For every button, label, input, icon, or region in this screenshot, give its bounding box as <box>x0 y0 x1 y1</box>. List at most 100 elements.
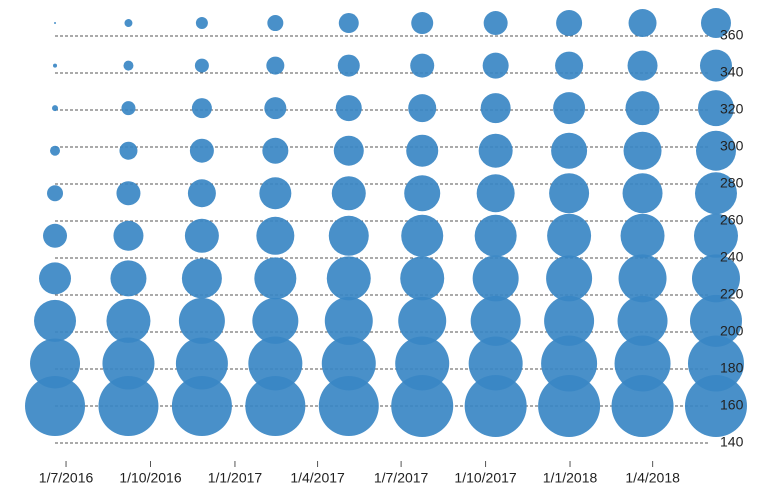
bubble <box>187 179 216 208</box>
bubble <box>335 95 362 122</box>
bubble <box>189 138 214 163</box>
bubble <box>406 134 439 167</box>
bubble <box>622 173 663 214</box>
x-tick-label: 1/7/2017 <box>374 470 429 486</box>
bubble <box>618 254 667 303</box>
bubble <box>470 295 521 346</box>
bubble <box>328 215 369 256</box>
bubble <box>326 256 371 301</box>
bubble <box>113 220 144 251</box>
y-tick-label: 300 <box>720 138 744 154</box>
bubble <box>39 262 72 295</box>
bubble <box>551 132 588 169</box>
bubble <box>262 137 289 164</box>
bubble <box>333 135 364 166</box>
x-tick-label: 1/7/2016 <box>39 470 94 486</box>
bubble <box>98 376 159 436</box>
bubble <box>472 255 519 302</box>
bubble <box>482 52 509 79</box>
bubble <box>547 213 592 258</box>
bubble <box>464 375 527 437</box>
bubble <box>53 63 58 68</box>
bubble <box>171 376 232 436</box>
bubble <box>694 172 737 215</box>
bubble <box>699 49 732 82</box>
bubble <box>178 297 225 344</box>
bubble <box>252 297 299 344</box>
bubble <box>478 133 513 168</box>
x-tick-label: 1/10/2016 <box>119 470 181 486</box>
y-tick-label: 180 <box>720 360 744 376</box>
bubble <box>175 337 228 390</box>
bubble <box>684 375 747 437</box>
bubble <box>620 213 665 258</box>
bubble <box>553 92 586 125</box>
bubble <box>480 93 511 124</box>
y-tick-label: 140 <box>720 434 744 450</box>
bubble <box>324 296 373 345</box>
bubble <box>50 145 61 156</box>
bubble <box>395 336 450 391</box>
bubble <box>689 294 742 347</box>
bubble <box>623 131 662 170</box>
bubble <box>398 296 447 345</box>
bubble <box>400 256 445 301</box>
bubble <box>266 56 285 75</box>
y-tick-label: 360 <box>720 27 744 43</box>
bubble <box>119 141 138 160</box>
bubble <box>401 214 444 257</box>
bubble <box>538 375 601 437</box>
bubble <box>259 177 292 210</box>
y-tick-label: 220 <box>720 286 744 302</box>
bubble <box>476 174 515 213</box>
x-tick-label: 1/4/2017 <box>290 470 345 486</box>
bubble <box>191 98 212 119</box>
bubble <box>121 101 136 116</box>
bubble <box>411 12 434 35</box>
bubble <box>627 50 658 81</box>
bubble <box>248 336 303 391</box>
bubble <box>194 58 209 73</box>
y-tick-label: 260 <box>720 212 744 228</box>
bubble <box>181 258 222 299</box>
bubble <box>611 375 674 437</box>
bubble <box>124 19 133 28</box>
x-tick-label: 1/4/2018 <box>625 470 680 486</box>
bubble <box>267 15 284 32</box>
bubble <box>693 213 738 258</box>
bubble <box>331 176 366 211</box>
bubble <box>700 8 731 39</box>
y-tick-label: 200 <box>720 323 744 339</box>
bubble <box>474 214 517 257</box>
bubble <box>123 60 134 71</box>
bubble <box>628 9 657 38</box>
bubble <box>25 376 86 436</box>
bubble <box>544 295 595 346</box>
bubble <box>43 223 68 248</box>
bubble <box>245 376 306 436</box>
bubble <box>254 257 297 300</box>
x-tick-label: 1/1/2017 <box>208 470 263 486</box>
bubble <box>54 22 57 25</box>
bubble <box>264 97 287 120</box>
bubble <box>47 185 64 202</box>
bubble <box>195 17 208 30</box>
bubble <box>695 130 736 171</box>
bubble <box>483 11 508 36</box>
bubble <box>337 54 360 77</box>
bubble <box>404 175 441 212</box>
bubble <box>468 336 523 391</box>
y-tick-label: 340 <box>720 64 744 80</box>
bubble <box>617 295 668 346</box>
bubble <box>614 335 671 392</box>
bubble <box>556 10 583 37</box>
bubble <box>30 338 81 389</box>
bubble <box>691 254 740 303</box>
bubble <box>52 105 59 112</box>
y-tick-label: 320 <box>720 101 744 117</box>
bubble <box>687 335 744 392</box>
x-tick-label: 1/10/2017 <box>454 470 516 486</box>
bubble <box>321 336 376 391</box>
